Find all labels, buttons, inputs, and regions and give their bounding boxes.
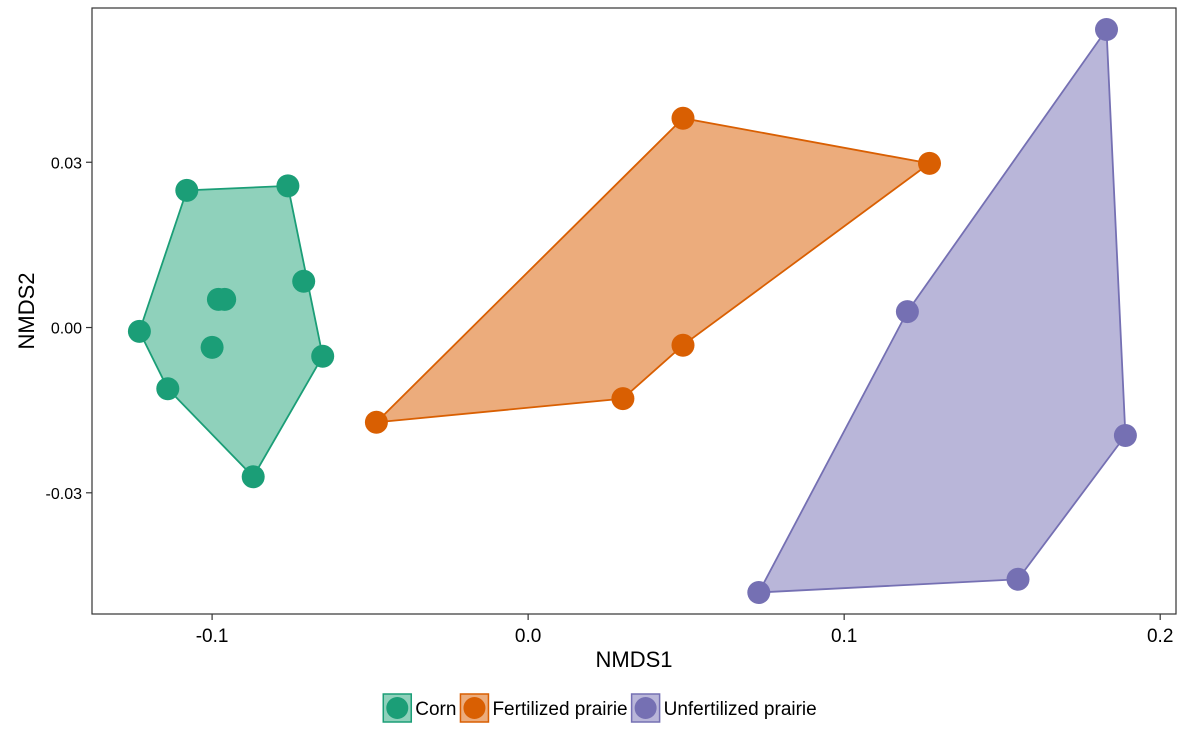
legend-marker-unfertilized-prairie (634, 697, 657, 719)
legend-label-fertilized-prairie: Fertilized prairie (492, 699, 627, 720)
point-layer (127, 18, 1137, 604)
point-corn-10 (213, 287, 237, 311)
point-unfertilized-prairie-3 (747, 581, 771, 604)
legend-item-corn: Corn (382, 693, 456, 723)
y-axis-title: NMDS2 (14, 272, 39, 349)
point-fertilized-prairie-3 (918, 151, 941, 175)
legend-marker-corn (386, 697, 409, 719)
y-tick-label: -0.03 (46, 486, 83, 503)
point-corn-7 (156, 377, 180, 401)
x-tick-label: 0.2 (1147, 626, 1173, 647)
y-axis: -0.03 0.00 0.03 (46, 155, 92, 503)
point-unfertilized-prairie-4 (1006, 567, 1030, 591)
hull-unfertilized-prairie (757, 26, 1127, 594)
x-tick-label: 0.1 (831, 626, 857, 647)
y-tick-label: 0.00 (51, 321, 82, 338)
legend: Corn Fertilized prairie Unfertilized prair… (382, 693, 817, 723)
y-tick-label: 0.03 (51, 155, 82, 172)
x-tick-label: -0.1 (196, 626, 229, 647)
legend-marker-fertilized-prairie (463, 697, 486, 719)
point-corn-5 (311, 344, 335, 368)
point-corn-6 (241, 465, 265, 489)
point-corn-2 (175, 178, 199, 202)
legend-item-unfertilized-prairie: Unfertilized prairie (630, 693, 817, 723)
x-tick-label: 0.0 (515, 626, 541, 647)
legend-label-corn: Corn (415, 699, 456, 720)
point-fertilized-prairie-2 (671, 106, 695, 130)
point-fertilized-prairie-1 (364, 410, 388, 434)
point-unfertilized-prairie-2 (895, 300, 919, 324)
point-unfertilized-prairie-1 (1095, 18, 1118, 41)
point-fertilized-prairie-5 (611, 387, 635, 411)
x-axis: -0.1 0.0 0.1 0.2 (196, 614, 1173, 647)
point-corn-4 (292, 269, 316, 293)
point-unfertilized-prairie-5 (1113, 424, 1137, 447)
point-corn-1 (127, 319, 151, 343)
legend-item-fertilized-prairie: Fertilized prairie (459, 693, 628, 723)
x-axis-title: NMDS1 (595, 647, 672, 672)
hull-fertilized-prairie (373, 117, 932, 424)
point-corn-3 (276, 174, 300, 198)
legend-label-unfertilized-prairie: Unfertilized prairie (664, 699, 817, 720)
point-fertilized-prairie-4 (671, 333, 695, 357)
hull-layer (138, 26, 1127, 594)
point-corn-8 (200, 335, 224, 359)
